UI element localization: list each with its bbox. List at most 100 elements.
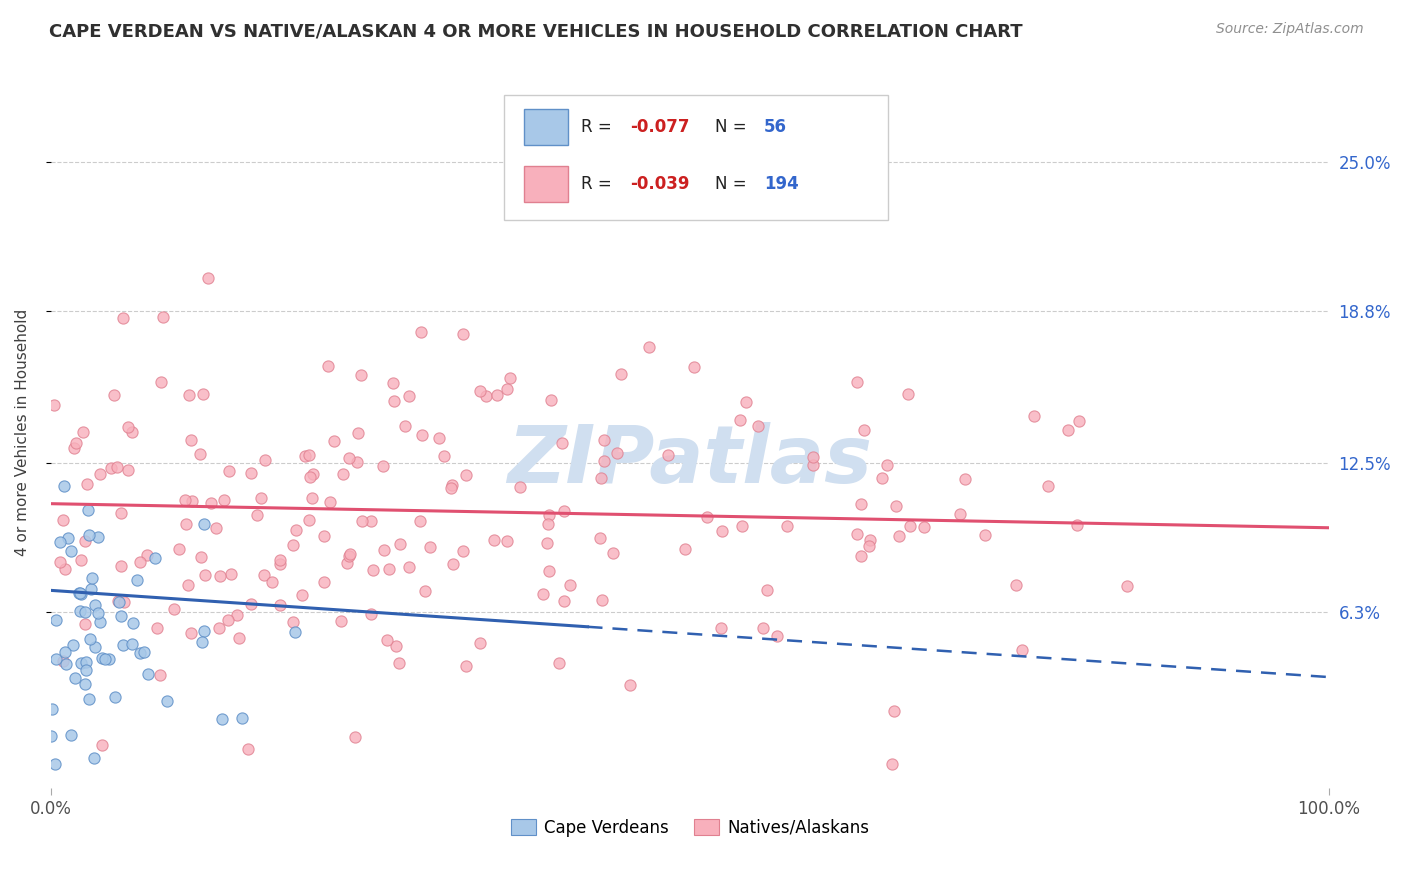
Point	[536, 536, 558, 550]
Point	[65, 435, 87, 450]
Point	[174, 493, 197, 508]
Point	[318, 359, 340, 374]
Point	[538, 565, 561, 579]
Point	[440, 481, 463, 495]
Point	[67, 586, 90, 600]
FancyBboxPatch shape	[523, 166, 568, 202]
Point	[69, 587, 91, 601]
Point	[49, 555, 72, 569]
Point	[375, 632, 398, 647]
Legend: Cape Verdeans, Natives/Alaskans: Cape Verdeans, Natives/Alaskans	[503, 812, 876, 844]
Point	[55, 644, 77, 658]
Point	[427, 431, 450, 445]
Point	[361, 563, 384, 577]
Point	[548, 656, 571, 670]
Point	[1056, 424, 1078, 438]
Point	[352, 514, 374, 528]
Text: R =: R =	[581, 175, 617, 193]
Point	[217, 613, 239, 627]
Point	[52, 655, 75, 669]
Point	[730, 519, 752, 533]
Text: Source: ZipAtlas.com: Source: ZipAtlas.com	[1216, 22, 1364, 37]
Point	[190, 549, 212, 564]
Point	[188, 446, 211, 460]
Point	[876, 458, 898, 473]
Point	[538, 508, 561, 523]
Point	[180, 626, 202, 640]
Point	[53, 561, 76, 575]
Point	[80, 582, 103, 596]
Point	[1036, 479, 1059, 493]
Point	[332, 467, 354, 481]
Point	[121, 425, 143, 440]
Point	[849, 497, 872, 511]
Point	[76, 502, 98, 516]
Point	[82, 571, 104, 585]
Point	[129, 556, 152, 570]
Point	[711, 524, 734, 538]
Point	[337, 450, 360, 465]
Point	[180, 433, 202, 447]
Point	[533, 587, 555, 601]
Point	[456, 467, 478, 482]
Point	[388, 657, 411, 671]
Point	[336, 556, 359, 570]
Text: 56: 56	[763, 118, 787, 136]
Point	[1005, 578, 1028, 592]
Point	[76, 477, 98, 491]
Point	[44, 398, 66, 412]
Point	[1011, 642, 1033, 657]
Point	[776, 518, 799, 533]
Point	[163, 602, 186, 616]
Point	[45, 652, 67, 666]
Point	[373, 459, 395, 474]
Point	[845, 527, 868, 541]
Point	[610, 368, 633, 382]
Point	[735, 395, 758, 409]
Point	[70, 657, 93, 671]
Point	[323, 434, 346, 448]
Point	[344, 731, 367, 745]
Point	[801, 458, 824, 472]
Point	[121, 637, 143, 651]
Point	[468, 635, 491, 649]
Point	[766, 629, 789, 643]
Point	[52, 513, 75, 527]
Point	[451, 544, 474, 558]
Point	[204, 521, 226, 535]
Text: CAPE VERDEAN VS NATIVE/ALASKAN 4 OR MORE VEHICLES IN HOUSEHOLD CORRELATION CHART: CAPE VERDEAN VS NATIVE/ALASKAN 4 OR MORE…	[49, 22, 1022, 40]
Point	[193, 624, 215, 639]
Point	[589, 471, 612, 485]
Point	[468, 384, 491, 398]
Text: -0.039: -0.039	[630, 175, 689, 193]
Point	[110, 558, 132, 573]
Point	[73, 677, 96, 691]
Point	[1022, 409, 1045, 423]
Point	[346, 454, 368, 468]
Point	[347, 426, 370, 441]
Point	[1066, 517, 1088, 532]
Point	[602, 546, 624, 560]
Point	[593, 454, 616, 468]
Point	[62, 638, 84, 652]
Point	[91, 738, 114, 752]
Point	[117, 463, 139, 477]
Point	[453, 326, 475, 341]
Point	[44, 756, 66, 771]
Text: N =: N =	[716, 175, 752, 193]
Point	[314, 575, 336, 590]
Point	[638, 339, 661, 353]
Point	[194, 568, 217, 582]
Point	[350, 368, 373, 382]
Point	[710, 621, 733, 635]
Point	[373, 542, 395, 557]
Point	[49, 534, 72, 549]
Point	[319, 495, 342, 509]
Point	[79, 528, 101, 542]
Point	[75, 605, 97, 619]
Point	[883, 704, 905, 718]
Point	[312, 528, 335, 542]
Point	[94, 652, 117, 666]
Point	[409, 325, 432, 339]
Point	[41, 702, 63, 716]
